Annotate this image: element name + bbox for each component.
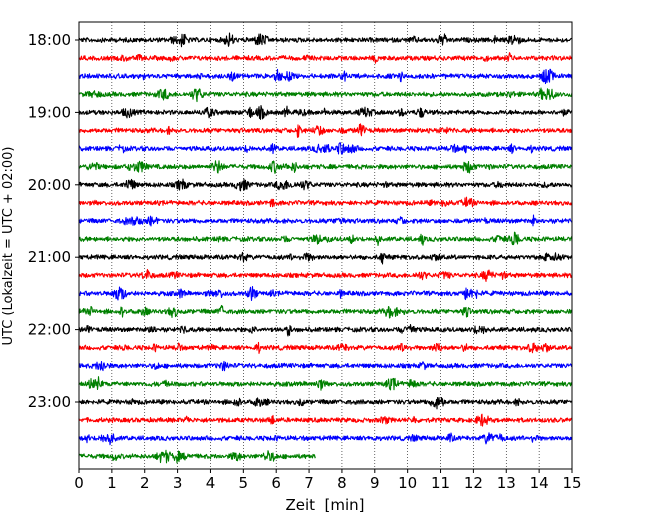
x-tick-label-10: 10 [398, 474, 417, 492]
trace-row-2030 [78, 214, 573, 227]
x-tick-label-13: 13 [497, 474, 516, 492]
y-axis-ticks: 18:00 19:00 20:00 21:00 22:00 23:00 [28, 31, 79, 411]
trace-row-1845 [78, 87, 573, 103]
trace-row-1800 [78, 32, 573, 48]
x-tick-label-8: 8 [337, 474, 347, 492]
trace-row-2045 [78, 231, 573, 247]
trace-row-2330 [78, 432, 573, 446]
trace-row-2215 [78, 341, 573, 354]
trace-row-1815 [78, 52, 573, 64]
trace-row-2145 [78, 304, 573, 319]
trace-row-1930 [78, 142, 573, 155]
y-tick-label-2200: 22:00 [28, 321, 71, 339]
vertical-grid [111, 22, 540, 469]
x-tick-label-12: 12 [464, 474, 483, 492]
y-tick-label-2000: 20:00 [28, 176, 71, 194]
plot-frame [78, 21, 573, 470]
y-tick-label-2300: 23:00 [28, 393, 71, 411]
trace-row-2130 [78, 286, 573, 302]
trace-row-2100 [78, 251, 573, 265]
trace-row-2300 [78, 396, 573, 410]
x-tick-label-0: 0 [74, 474, 84, 492]
y-tick-label-1900: 19:00 [28, 103, 71, 121]
trace-row-2345 [78, 449, 317, 464]
trace-row-1945 [78, 160, 573, 174]
x-tick-label-2: 2 [140, 474, 150, 492]
x-axis-label: Zeit [min] [285, 496, 364, 514]
x-tick-label-14: 14 [530, 474, 549, 492]
y-axis-label: UTC (Lokalzeit = UTC + 02:00) [1, 147, 16, 346]
x-axis-ticks: 0 1 2 3 4 5 6 7 8 9 10 11 12 13 14 15 [74, 469, 582, 492]
x-tick-label-6: 6 [271, 474, 281, 492]
x-tick-label-11: 11 [431, 474, 450, 492]
trace-row-1915 [78, 123, 573, 138]
y-tick-label-1800: 18:00 [28, 31, 71, 49]
trace-row-2245 [78, 376, 573, 391]
trace-row-2200 [78, 324, 573, 337]
trace-row-2000 [78, 178, 573, 192]
x-tick-label-3: 3 [173, 474, 183, 492]
trace-row-2230 [78, 360, 573, 372]
trace-row-1830 [78, 68, 573, 85]
trace-row-2115 [78, 268, 573, 282]
y-tick-label-2100: 21:00 [28, 248, 71, 266]
trace-row-2315 [78, 413, 573, 427]
trace-row-2015 [78, 196, 573, 208]
x-tick-label-1: 1 [107, 474, 117, 492]
seismogram-traces [78, 32, 573, 464]
x-tick-label-15: 15 [562, 474, 581, 492]
x-tick-label-4: 4 [206, 474, 216, 492]
x-tick-label-9: 9 [370, 474, 380, 492]
x-tick-label-7: 7 [304, 474, 314, 492]
trace-row-1900 [78, 105, 573, 120]
x-tick-label-5: 5 [239, 474, 249, 492]
